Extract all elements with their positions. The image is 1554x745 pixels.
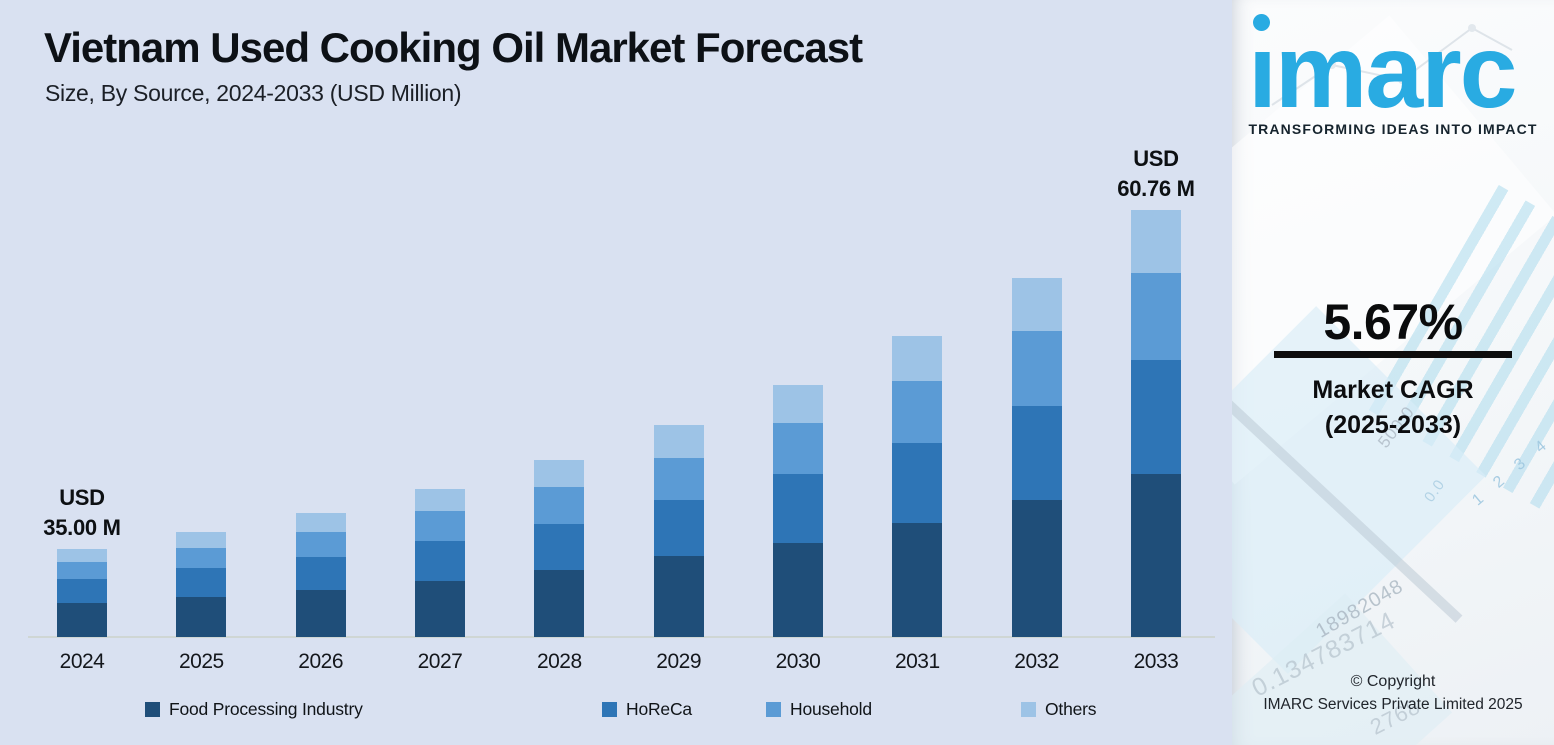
x-axis-label-2032: 2032 <box>1014 650 1059 673</box>
bar-segment-household-2032 <box>1011 331 1062 406</box>
bar-segment-others-2030 <box>772 385 823 423</box>
bar-2028 <box>534 460 585 637</box>
bar-segment-food-processing-industry-2029 <box>653 556 704 637</box>
cagr-period: (2025-2033) <box>1324 411 1462 439</box>
legend-label-food-processing-industry: Food Processing Industry <box>169 699 363 719</box>
brand-panel: 500.0 0.0 1 2 3 4 18982048 0.134783714 2768 ı… <box>1232 0 1554 745</box>
imarc-logo-dot-icon <box>1253 14 1270 31</box>
bar-value-label-2024: USD 35.00 M <box>0 483 172 543</box>
legend-swatch-others <box>1021 702 1036 717</box>
bar-value-label-line2: 60.76 M <box>1117 176 1195 201</box>
bar-segment-food-processing-industry-2031 <box>892 523 943 637</box>
legend-label-horeca: HoReCa <box>626 699 692 719</box>
bar-segment-food-processing-industry-2024 <box>57 603 107 637</box>
legend-swatch-horeca <box>602 702 617 717</box>
bar-segment-horeca-2030 <box>772 474 823 543</box>
cagr-divider <box>1274 351 1512 358</box>
bar-segment-household-2024 <box>57 562 107 579</box>
bar-segment-household-2031 <box>892 381 943 443</box>
legend-swatch-food-processing-industry <box>145 702 160 717</box>
bar-segment-household-2029 <box>653 458 704 500</box>
bar-2025 <box>176 532 227 637</box>
bar-segment-horeca-2031 <box>892 443 943 523</box>
bar-segment-household-2026 <box>295 532 346 557</box>
bar-segment-others-2032 <box>1011 278 1062 331</box>
stacked-bar-chart: 2024 2025 2026 2027 2028 2029 2030 2031 2032 2033… <box>0 146 1215 720</box>
bar-2029 <box>653 425 704 637</box>
legend-item-food-processing-industry: Food Processing Industry <box>145 699 363 720</box>
bar-segment-food-processing-industry-2028 <box>534 570 585 637</box>
bar-segment-horeca-2028 <box>534 524 585 570</box>
x-axis-line <box>28 636 1215 638</box>
bar-segment-horeca-2033 <box>1130 360 1181 474</box>
bar-segment-horeca-2024 <box>57 579 107 603</box>
x-axis-label-2033: 2033 <box>1133 650 1179 673</box>
bar-value-label-line1: USD <box>59 485 105 510</box>
legend-item-household: Household <box>766 699 872 720</box>
bar-segment-horeca-2026 <box>295 557 346 590</box>
bar-segment-household-2028 <box>534 487 585 524</box>
bar-segment-others-2026 <box>295 513 346 532</box>
cagr-label: Market CAGR <box>1312 376 1474 404</box>
bar-segment-food-processing-industry-2030 <box>772 543 823 637</box>
legend-swatch-household <box>766 702 781 717</box>
legend-label-others: Others <box>1045 699 1097 719</box>
bar-segment-household-2030 <box>772 423 823 474</box>
bar-segment-horeca-2032 <box>1011 406 1062 500</box>
bar-2033 <box>1130 210 1181 637</box>
decor-bar-stripes <box>1368 184 1554 536</box>
bar-segment-others-2033 <box>1130 210 1181 273</box>
bar-segment-food-processing-industry-2026 <box>295 590 346 637</box>
bar-segment-household-2025 <box>176 548 227 568</box>
x-axis-label-2024: 2024 <box>59 650 105 673</box>
copyright-line2: IMARC Services Private Limited 2025 <box>1263 696 1523 713</box>
decor-number-1: 0.0 <box>1421 476 1449 506</box>
copyright-line1: © Copyright <box>1350 673 1436 690</box>
chart-panel: Vietnam Used Cooking Oil Market Forecast… <box>0 24 1215 720</box>
imarc-logo-text: ımarc <box>1248 14 1518 130</box>
x-axis-label-2028: 2028 <box>536 650 582 673</box>
bar-segment-others-2024 <box>57 549 107 562</box>
bar-segment-horeca-2027 <box>414 541 465 581</box>
bar-2026 <box>295 513 346 637</box>
decor-number-2: 1 2 3 4 <box>1469 433 1554 510</box>
bar-2032 <box>1011 278 1062 637</box>
bar-segment-others-2028 <box>534 460 585 487</box>
bar-segment-food-processing-industry-2032 <box>1011 500 1062 637</box>
legend-label-household: Household <box>790 699 872 719</box>
x-axis-label-2027: 2027 <box>417 650 463 673</box>
bar-value-label-2033: USD 60.76 M <box>1066 144 1246 204</box>
bar-2031 <box>892 336 943 637</box>
x-axis-label-2025: 2025 <box>178 650 224 673</box>
legend-item-others: Others <box>1021 699 1097 720</box>
page-title: Vietnam Used Cooking Oil Market Forecast <box>44 24 863 71</box>
bar-value-label-line2: 35.00 M <box>43 515 121 540</box>
bar-segment-household-2027 <box>414 511 465 541</box>
bar-2027 <box>414 489 465 637</box>
x-axis-label-2026: 2026 <box>298 650 344 673</box>
bar-segment-others-2029 <box>653 425 704 458</box>
bar-segment-household-2033 <box>1130 273 1181 360</box>
page-subtitle: Size, By Source, 2024-2033 (USD Million) <box>45 80 462 106</box>
bar-value-label-line1: USD <box>1133 146 1179 171</box>
x-axis-label-2030: 2030 <box>775 650 821 673</box>
bar-segment-food-processing-industry-2027 <box>414 581 465 637</box>
bar-segment-others-2031 <box>892 336 943 381</box>
x-axis-label-2029: 2029 <box>656 650 701 673</box>
bar-2030 <box>772 385 823 637</box>
bar-segment-horeca-2029 <box>653 500 704 556</box>
bar-2024 <box>57 549 107 637</box>
bar-segment-horeca-2025 <box>176 568 227 597</box>
bar-segment-others-2025 <box>176 532 227 548</box>
imarc-tagline: TRANSFORMING IDEAS INTO IMPACT <box>1248 121 1538 137</box>
cagr-value: 5.67% <box>1323 294 1463 350</box>
bar-segment-others-2027 <box>414 489 465 511</box>
legend-item-horeca: HoReCa <box>602 699 692 720</box>
bar-segment-food-processing-industry-2033 <box>1130 474 1181 637</box>
x-axis-label-2031: 2031 <box>894 650 940 673</box>
bar-segment-food-processing-industry-2025 <box>176 597 227 637</box>
